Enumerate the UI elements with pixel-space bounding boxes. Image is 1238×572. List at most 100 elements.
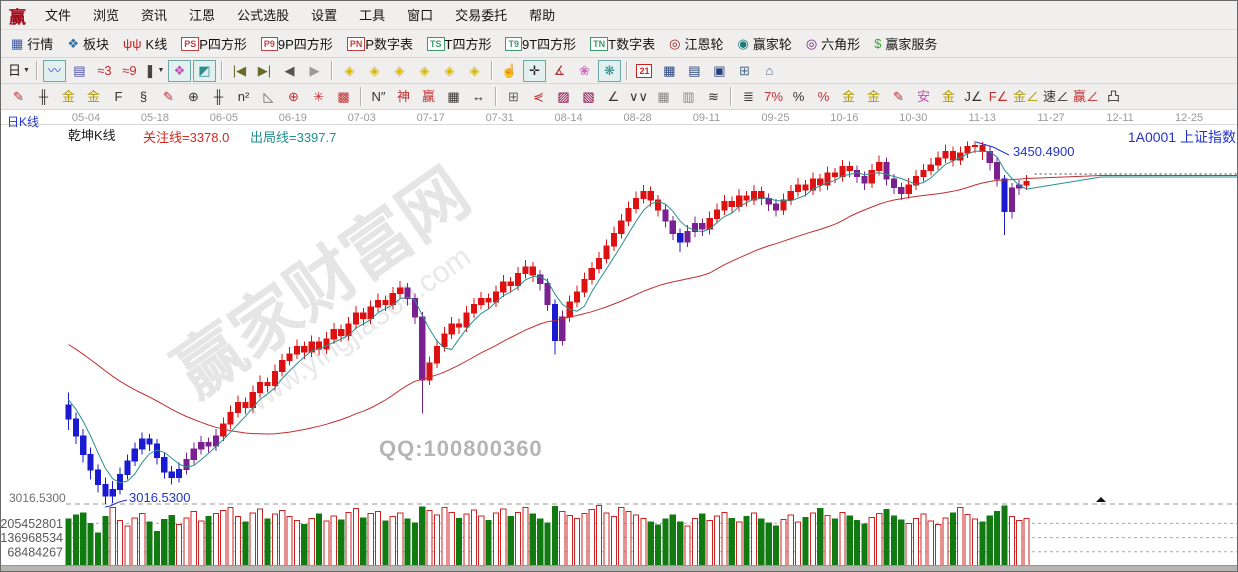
qiankun-pattern-icon[interactable]: 〰 (42, 59, 66, 82)
angle-measure-icon[interactable]: ∡ (548, 60, 571, 82)
period-daily-dropdown[interactable]: 日 ▼ (7, 60, 31, 82)
n-square-ruler-icon[interactable]: n² (232, 86, 255, 108)
trend-angles-icon[interactable]: ∠ (602, 86, 625, 108)
gold-angle-line-icon[interactable]: 金∠ (1012, 86, 1040, 108)
feature-button[interactable]: $ 赢家服务 (874, 34, 937, 53)
shen-ruler-icon[interactable]: 神 (392, 86, 415, 108)
diamond-up-icon[interactable]: ◈ (388, 60, 411, 82)
cycle-circle-ruler-icon[interactable]: ⊕ (182, 86, 205, 108)
an-wave-icon[interactable]: 安 (912, 86, 935, 108)
export-icon[interactable]: ⊞ (733, 60, 756, 82)
gold-line-icon[interactable]: 金 (862, 86, 885, 108)
smart-kline-icon[interactable]: ◩ (192, 59, 216, 82)
menu-item[interactable]: 资讯 (141, 8, 168, 23)
diamond-left-icon[interactable]: ◈ (338, 60, 361, 82)
mini-chart-3-icon[interactable]: ≈3 (93, 60, 116, 82)
gann-target-icon[interactable]: ⊕ (282, 86, 305, 108)
parallel-channel-icon[interactable]: ≋ (702, 86, 725, 108)
diagonal-gann-box-icon[interactable]: ▧ (577, 86, 600, 108)
tick-ruler-2-icon[interactable]: ╫ (207, 86, 230, 108)
menu-item[interactable]: 窗口 (407, 8, 434, 23)
feature-button[interactable]: ❖ 板块 (67, 34, 109, 53)
menu-item[interactable]: 浏览 (93, 8, 120, 23)
fib-ruler-icon[interactable]: F (107, 86, 130, 108)
feature-button[interactable]: T9 9T四方形 (505, 34, 576, 53)
width-measure-icon[interactable]: ↔ (467, 86, 490, 108)
menu-item[interactable]: 工具 (359, 8, 386, 23)
feature-button[interactable]: P9 9P四方形 (260, 34, 333, 53)
menu-item[interactable]: 交易委托 (455, 8, 508, 23)
brush-candle-icon[interactable]: ✎ (887, 86, 910, 108)
service-cart-icon[interactable]: ⌂ (758, 60, 781, 82)
prev-icon[interactable]: ◀ (278, 60, 301, 82)
width-measure-icon: ↔ (472, 89, 485, 104)
diamond-center-icon[interactable]: ◈ (463, 60, 486, 82)
diamond-expand-icon[interactable]: ◈ (438, 60, 461, 82)
brush-2-icon[interactable]: ✎ (157, 86, 180, 108)
roman-scale-icon[interactable]: N″ (367, 86, 390, 108)
menu-item[interactable]: 文件 (45, 8, 72, 23)
feature-button[interactable]: ▦ 行情 (11, 34, 53, 53)
feature-button[interactable]: PN P数字表 (346, 34, 413, 53)
mini-chart-9-icon[interactable]: ≈9 (118, 60, 141, 82)
feature-button[interactable]: ◎ 江恩轮 (669, 34, 723, 53)
j-angle-line-icon[interactable]: J∠ (962, 86, 985, 108)
zigzag-wave-icon[interactable]: ∨∨ (627, 86, 650, 108)
gann-box-icon[interactable]: ⊞ (502, 86, 525, 108)
ying-ruler-icon[interactable]: 赢 (417, 86, 440, 108)
go-last-icon[interactable]: ▶| (253, 60, 276, 82)
convex-shape-icon[interactable]: 凸 (1102, 86, 1125, 108)
chart-pane[interactable]: 赢家财富网 www.yingjia360.com 05-04 05-18 06-05 06… (1, 110, 1238, 567)
shaded-gann-box-icon[interactable]: ▨ (552, 86, 575, 108)
feature-button[interactable]: TS T四方形 (427, 34, 491, 53)
menu-item[interactable]: 帮助 (529, 8, 556, 23)
ray-fan-icon[interactable]: ⋞ (527, 86, 550, 108)
price-grid-icon[interactable]: ▥ (677, 86, 700, 108)
feature-button[interactable]: TN T数字表 (590, 34, 655, 53)
candle-style-dropdown[interactable]: ❚ ▼ (143, 60, 166, 82)
speed-angle-line-icon[interactable]: 速∠ (1042, 86, 1070, 108)
percent-line-icon[interactable]: % (812, 86, 835, 108)
feature-button[interactable]: ψψ K线 (123, 34, 167, 53)
diamond-down-icon[interactable]: ◈ (413, 60, 436, 82)
gann-rays-icon[interactable]: ✳ (307, 86, 330, 108)
gold-circle-icon[interactable]: 金 (837, 86, 860, 108)
feature-button[interactable]: ◉ 赢家轮 (737, 34, 791, 53)
next-icon[interactable]: ▶ (303, 60, 326, 82)
gold-underline-icon[interactable]: 金 (937, 86, 960, 108)
set-square-icon[interactable]: ◺ (257, 86, 280, 108)
number-grid-icon[interactable]: ▦ (442, 86, 465, 108)
save-icon[interactable]: ▣ (708, 60, 731, 82)
gann-shape-icon[interactable]: ❖ (167, 59, 191, 82)
seven-percent-icon[interactable]: 7% (762, 86, 785, 108)
ying-angle-line-icon[interactable]: 赢∠ (1072, 86, 1100, 108)
menu-item[interactable]: 公式选股 (237, 8, 290, 23)
report-icon[interactable]: ▤ (683, 60, 706, 82)
dense-grid-icon[interactable]: ▦ (652, 86, 675, 108)
tick-ruler-icon[interactable]: ╫ (32, 86, 55, 108)
spiral-ruler-icon[interactable]: § (132, 86, 155, 108)
gold-gann-ruler-2-icon[interactable]: 金 (82, 86, 105, 108)
menu-item[interactable]: 设置 (311, 8, 338, 23)
diamond-right-icon[interactable]: ◈ (363, 60, 386, 82)
gann-flower-icon[interactable]: ❀ (573, 60, 596, 82)
feature-button[interactable]: PS P四方形 (181, 34, 247, 53)
feature-button[interactable]: ◎ 六角形 (806, 34, 860, 53)
brush-icon[interactable]: ✎ (7, 86, 30, 108)
menu-item[interactable]: 江恩 (189, 8, 216, 23)
calculator-icon[interactable]: ▦ (658, 60, 681, 82)
smart-brain-icon[interactable]: ❋ (597, 59, 621, 82)
calendar-icon[interactable]: 21 (633, 60, 656, 82)
crosshair-tool-icon[interactable]: ✛ (522, 59, 546, 82)
gann-grid-icon[interactable]: ▩ (332, 86, 355, 108)
note-list-icon[interactable]: ▤ (68, 60, 91, 82)
f-angle-line-icon[interactable]: F∠ (987, 86, 1010, 108)
gold-gann-ruler-icon[interactable]: 金 (57, 86, 80, 108)
go-first-icon[interactable]: |◀ (228, 60, 251, 82)
volume-profile-icon[interactable]: ≣ (737, 86, 760, 108)
calendar-icon: 21 (636, 63, 653, 78)
hand-tool-icon[interactable]: ☝ (498, 60, 521, 82)
toolbar-separator (360, 87, 362, 106)
percent-icon[interactable]: % (787, 86, 810, 108)
